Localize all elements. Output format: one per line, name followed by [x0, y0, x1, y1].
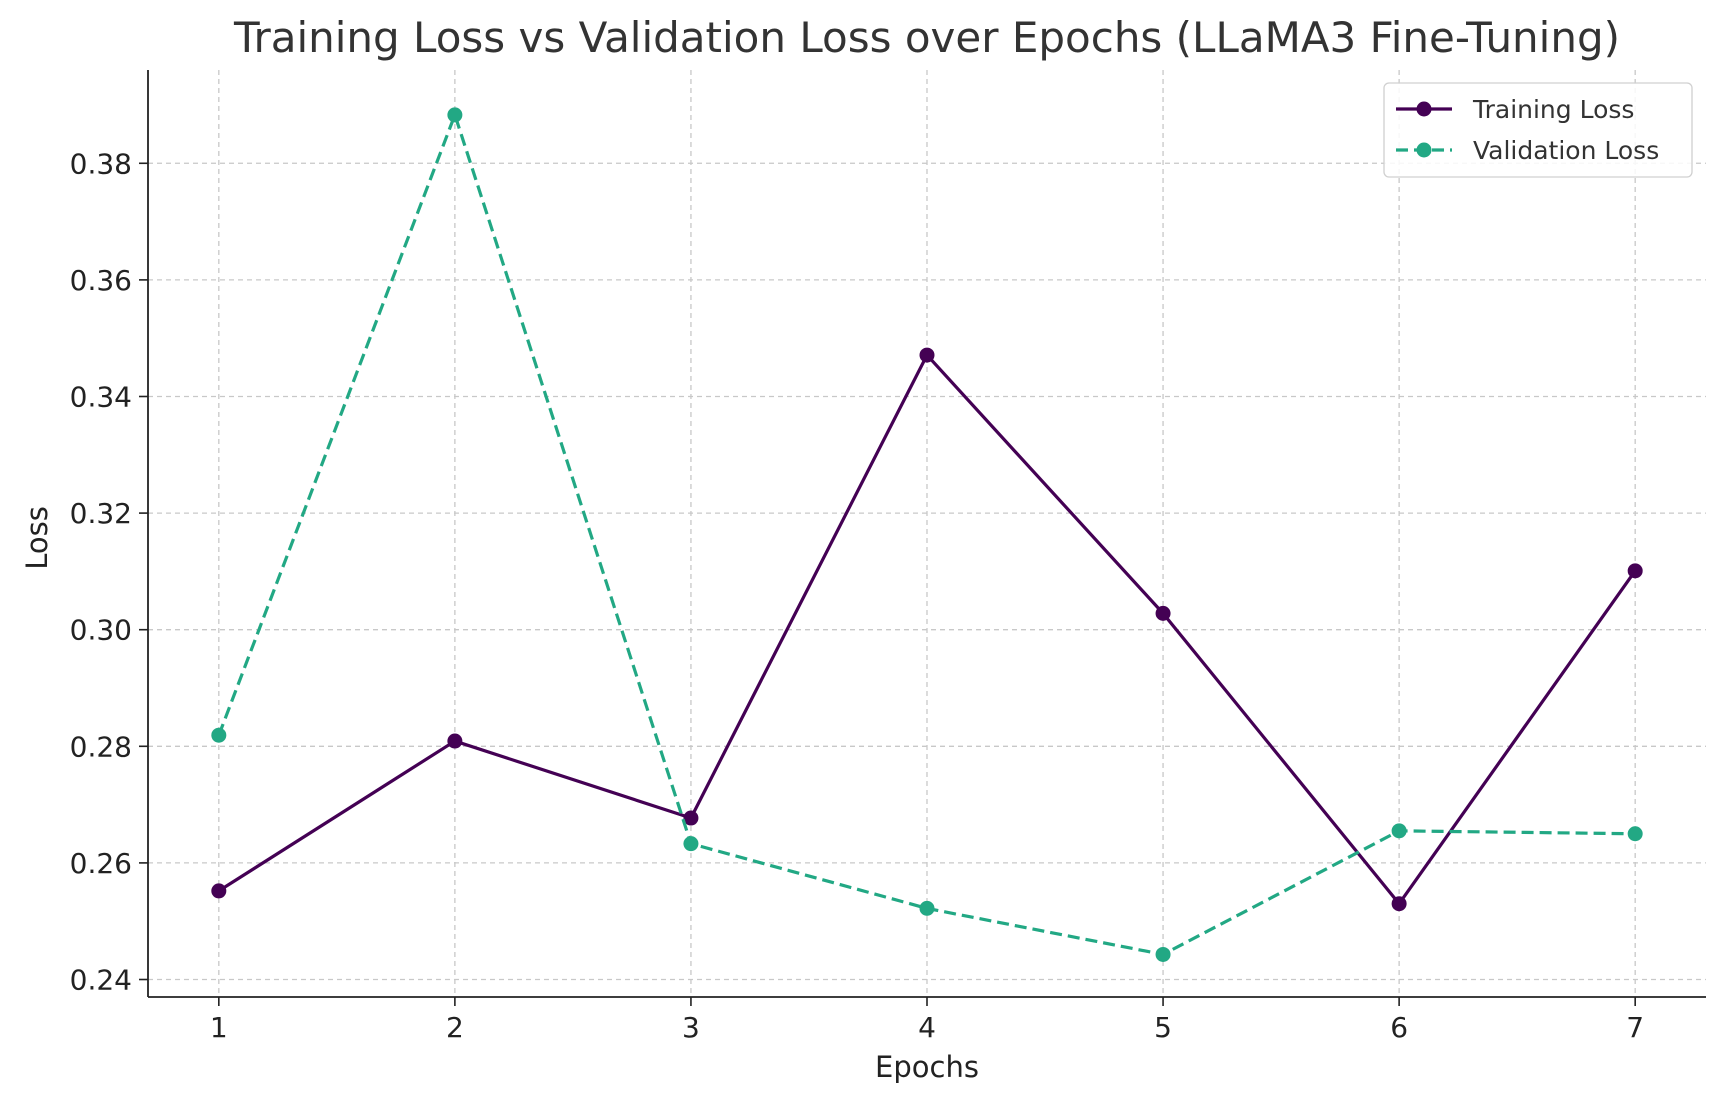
data-point [1391, 823, 1407, 839]
legend-box [1383, 82, 1693, 178]
data-point [683, 810, 699, 826]
x-tick-label: 7 [1626, 1011, 1644, 1044]
data-point [447, 733, 463, 749]
y-axis-label: Loss [20, 506, 54, 570]
series-2 [211, 107, 1643, 962]
legend-label: Training Loss [1472, 95, 1634, 124]
x-tick-label: 5 [1154, 1011, 1172, 1044]
series [211, 107, 1643, 962]
data-point [1391, 896, 1407, 912]
y-tick-label: 0.32 [70, 497, 132, 530]
legend-label: Validation Loss [1473, 136, 1659, 165]
legend-marker [1416, 101, 1432, 117]
data-point [211, 883, 227, 899]
data-point [1155, 605, 1171, 621]
data-point [211, 727, 227, 743]
grid [148, 70, 1706, 997]
y-tick-label: 0.36 [70, 264, 132, 297]
x-tick-label: 2 [446, 1011, 464, 1044]
data-point [919, 347, 935, 363]
legend: Training Loss Validation Loss [1383, 82, 1693, 178]
data-point [447, 107, 463, 123]
legend-item: Training Loss [1396, 95, 1634, 124]
y-tick-label: 0.28 [70, 730, 132, 763]
series-1 [211, 347, 1643, 912]
data-point [1155, 946, 1171, 962]
x-tick-label: 1 [210, 1011, 228, 1044]
data-point [1627, 563, 1643, 579]
data-point [683, 836, 699, 852]
legend-item: Validation Loss [1396, 136, 1659, 165]
y-tick-label: 0.24 [70, 964, 132, 997]
legend-marker [1416, 142, 1432, 158]
y-tick-label: 0.38 [70, 147, 132, 180]
chart-title: Training Loss vs Validation Loss over Ep… [233, 13, 1620, 62]
data-point [919, 900, 935, 916]
tick-labels: 1 2 3 4 5 6 7 0.24 0.26 0.28 0.30 0.32 0.34 0.36 0.38 [70, 147, 1644, 1044]
y-tick-label: 0.34 [70, 380, 132, 413]
y-tick-label: 0.26 [70, 847, 132, 880]
y-tick-label: 0.30 [70, 614, 132, 647]
data-point [1627, 826, 1643, 842]
x-tick-label: 4 [918, 1011, 936, 1044]
x-axis-label: Epochs [875, 1050, 979, 1084]
x-tick-label: 6 [1390, 1011, 1408, 1044]
x-tick-label: 3 [682, 1011, 700, 1044]
